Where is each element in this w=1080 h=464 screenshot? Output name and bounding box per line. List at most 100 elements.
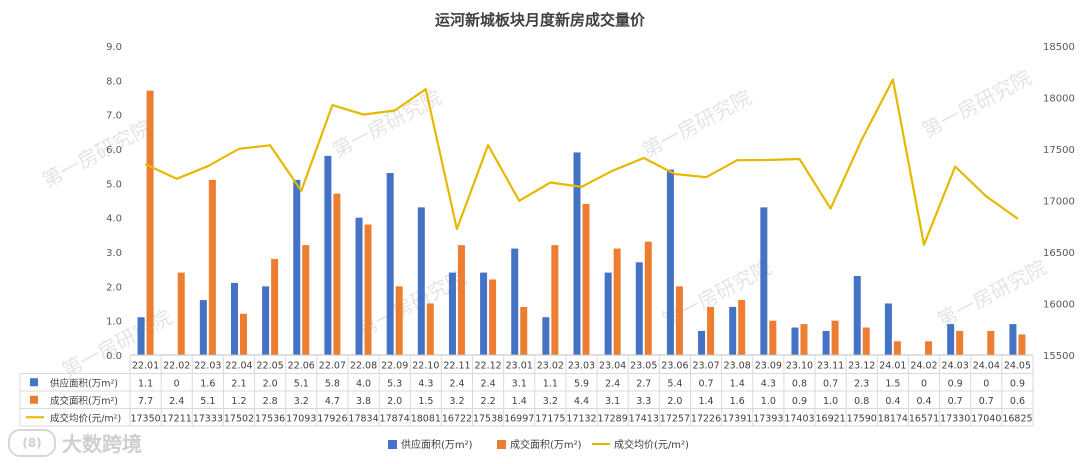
price-point xyxy=(175,177,178,180)
table-cell-value: 0.8 xyxy=(792,378,807,389)
deal-bar xyxy=(364,224,372,355)
table-cell-value: 7.7 xyxy=(138,396,153,407)
table-cell-value: 1.6 xyxy=(200,378,215,389)
deal-bar xyxy=(551,245,559,355)
table-cell-value: 0.7 xyxy=(979,396,994,407)
table-cell-value: 17333 xyxy=(193,413,223,424)
supply-bar xyxy=(573,152,581,355)
table-cell-value: 1.4 xyxy=(698,396,713,407)
deal-bar xyxy=(239,313,247,355)
chart-title: 运河新城板块月度新房成交量价 xyxy=(435,11,646,29)
table-cell-value: 4.3 xyxy=(761,378,776,389)
deal-bar xyxy=(613,248,621,355)
table-cell-value: 3.1 xyxy=(512,378,527,389)
deal-bar xyxy=(956,330,964,355)
table-cell-value: 1.2 xyxy=(231,396,246,407)
table-cell-value: 5.4 xyxy=(667,378,682,389)
deal-bar xyxy=(800,324,808,355)
table-cell-value: 3.3 xyxy=(636,396,651,407)
supply-bar xyxy=(262,286,270,355)
deal-bar xyxy=(738,300,746,355)
category-label: 23.06 xyxy=(661,361,688,372)
brand-name: 大数跨境 xyxy=(62,432,142,456)
legend-swatch xyxy=(497,440,506,449)
watermark-text: 第一房研究院 xyxy=(638,85,755,163)
table-cell-value: 17350 xyxy=(130,413,160,424)
table-cell-value: 17536 xyxy=(255,413,285,424)
price-point xyxy=(767,159,770,161)
supply-bar xyxy=(199,300,207,355)
table-cell-value: 5.3 xyxy=(387,378,402,389)
legend-swatch xyxy=(388,440,397,449)
table-cell-value: 2.0 xyxy=(263,378,278,389)
y-right-tick-label: 17000 xyxy=(1043,197,1075,208)
price-point xyxy=(736,159,738,162)
table-cell-value: 17093 xyxy=(286,413,316,424)
y-left-tick-label: 5.0 xyxy=(106,179,122,190)
table-cell-value: 17538 xyxy=(473,413,503,424)
table-cell-value: 18174 xyxy=(878,413,908,424)
table-cell-value: 17834 xyxy=(348,413,378,424)
table-cell-value: 17226 xyxy=(691,413,721,424)
brand-watermark: (8) 大数跨境 xyxy=(8,428,142,457)
table-cell-value: 3.8 xyxy=(356,396,371,407)
table-cell-value: 2.3 xyxy=(854,378,869,389)
table-cell-value: 3.1 xyxy=(605,396,620,407)
category-label: 23.07 xyxy=(692,361,719,372)
table-cell-value: 2.1 xyxy=(231,378,246,389)
table-cell-value: 2.0 xyxy=(387,396,402,407)
table-cell-value: 1.0 xyxy=(761,396,776,407)
table-cell-value: 5.1 xyxy=(200,396,215,407)
table-cell-value: 17257 xyxy=(660,413,690,424)
supply-bar xyxy=(791,327,799,355)
category-label: 23.12 xyxy=(848,361,875,372)
price-point xyxy=(705,176,707,179)
table-cell-value: 3.2 xyxy=(294,396,309,407)
y-left-tick-label: 4.0 xyxy=(106,214,122,225)
deal-bar xyxy=(426,303,434,355)
deal-bar xyxy=(644,241,652,355)
deal-bar xyxy=(707,306,715,355)
table-cell-value: 2.4 xyxy=(449,378,464,389)
category-label: 22.08 xyxy=(350,361,377,372)
price-point xyxy=(269,144,271,147)
table-row-label: 成交均价(元/m²) xyxy=(50,412,121,424)
category-label: 23.02 xyxy=(537,361,564,372)
y-left-tick-label: 6.0 xyxy=(106,145,122,156)
table-cell-value: 5.9 xyxy=(574,378,589,389)
y-right-tick-label: 16000 xyxy=(1043,300,1075,311)
price-point xyxy=(456,228,458,230)
deal-bar xyxy=(582,203,590,355)
price-point xyxy=(393,109,396,112)
price-point xyxy=(331,104,334,106)
price-point xyxy=(954,165,956,168)
table-cell-value: 0.9 xyxy=(1010,378,1025,389)
category-label: 23.01 xyxy=(506,361,533,372)
legend-label: 成交均价(元/m²) xyxy=(614,438,689,451)
price-point xyxy=(923,243,925,246)
table-cell-value: 17040 xyxy=(971,413,1001,424)
table-cell-value: 0.4 xyxy=(885,396,900,407)
category-label: 22.12 xyxy=(474,361,501,372)
price-point xyxy=(144,163,147,166)
table-cell-value: 17175 xyxy=(535,413,565,424)
category-label: 22.07 xyxy=(319,361,346,372)
table-cell-value: 17403 xyxy=(784,413,814,424)
table-cell-value: 1.0 xyxy=(823,396,838,407)
category-label: 22.02 xyxy=(163,361,190,372)
price-point xyxy=(487,144,489,146)
line-layer xyxy=(144,78,1019,246)
table-cell-value: 1.5 xyxy=(885,378,900,389)
watermark-text: 第一房研究院 xyxy=(658,255,775,333)
table-row-key-swatch xyxy=(30,378,38,387)
y-right-tick-label: 17500 xyxy=(1043,145,1075,156)
supply-bar xyxy=(853,276,861,355)
table-cell-value: 3.2 xyxy=(449,396,464,407)
table-cell-value: 2.2 xyxy=(481,396,496,407)
table-cell-value: 16571 xyxy=(909,413,939,424)
deal-bar xyxy=(893,341,901,355)
table-cell-value: 16825 xyxy=(1002,413,1032,424)
table-cell-value: 0 xyxy=(174,378,180,389)
y-left-tick-label: 0.0 xyxy=(106,351,122,362)
table-cell-value: 4.3 xyxy=(418,378,433,389)
